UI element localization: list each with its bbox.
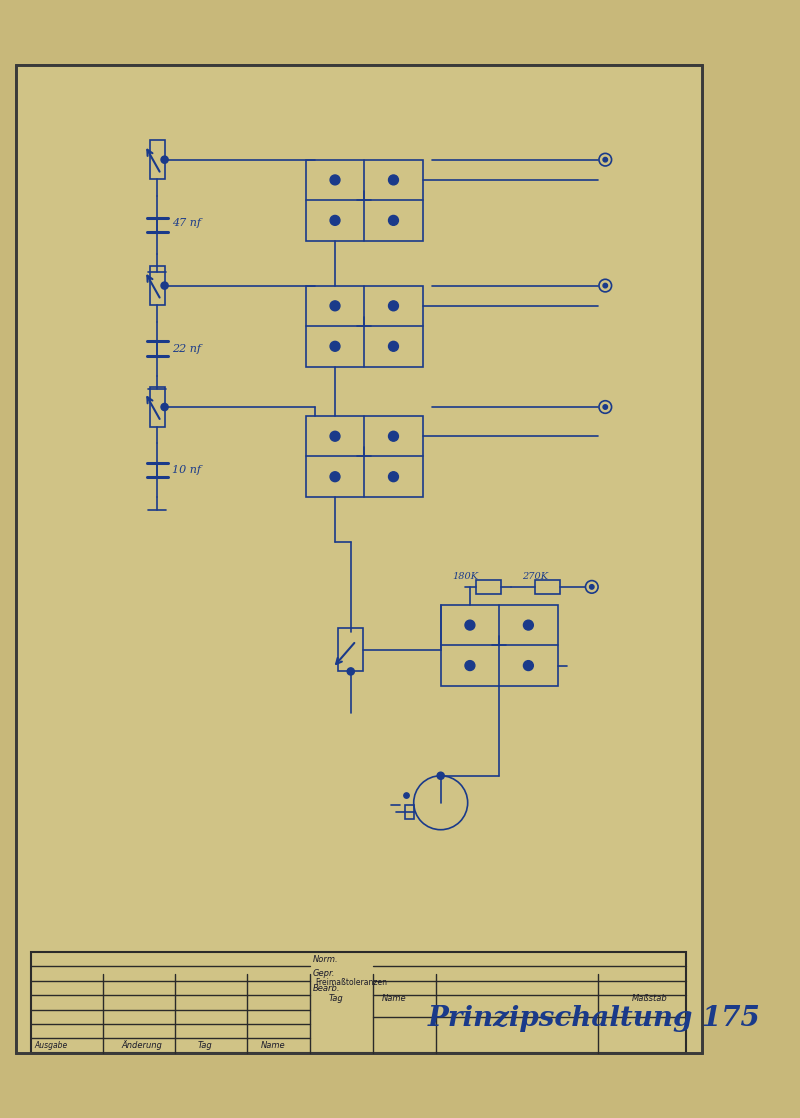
Circle shape <box>389 472 398 482</box>
Circle shape <box>523 661 534 671</box>
Text: 10 nf: 10 nf <box>172 465 201 475</box>
Bar <box>441 605 558 685</box>
Bar <box>535 580 560 594</box>
Text: Freimaßtoleranzen: Freimaßtoleranzen <box>314 978 386 987</box>
Circle shape <box>330 432 340 442</box>
Circle shape <box>161 404 168 410</box>
Text: 22 nf: 22 nf <box>172 343 201 353</box>
Circle shape <box>347 667 354 675</box>
Circle shape <box>389 174 398 184</box>
Bar <box>306 285 422 367</box>
Text: 270K: 270K <box>522 571 549 580</box>
Bar <box>31 953 686 1053</box>
Circle shape <box>404 793 410 798</box>
Text: Tag: Tag <box>328 994 343 1003</box>
Bar <box>306 416 422 496</box>
Text: Prinzipschaltung 175: Prinzipschaltung 175 <box>427 1005 760 1032</box>
Bar <box>306 160 422 240</box>
Circle shape <box>437 773 444 779</box>
Circle shape <box>523 620 534 631</box>
Bar <box>405 805 414 818</box>
Text: Name: Name <box>261 1041 286 1050</box>
Text: Name: Name <box>382 994 407 1003</box>
Circle shape <box>465 620 475 631</box>
Text: Bearb.: Bearb. <box>313 984 341 993</box>
Circle shape <box>330 301 340 311</box>
Bar <box>338 628 363 672</box>
Circle shape <box>330 472 340 482</box>
Bar <box>150 140 165 180</box>
Circle shape <box>330 341 340 351</box>
Circle shape <box>465 661 475 671</box>
Circle shape <box>603 405 607 409</box>
Circle shape <box>389 301 398 311</box>
Circle shape <box>389 216 398 226</box>
Bar <box>475 580 501 594</box>
Circle shape <box>590 585 594 589</box>
Circle shape <box>161 282 168 290</box>
Circle shape <box>161 157 168 163</box>
Bar <box>150 266 165 305</box>
Text: Norm.: Norm. <box>313 955 338 964</box>
Text: Änderung: Änderung <box>122 1041 162 1051</box>
Circle shape <box>603 283 607 287</box>
Bar <box>150 387 165 427</box>
Circle shape <box>330 216 340 226</box>
Circle shape <box>389 341 398 351</box>
Text: 47 nf: 47 nf <box>172 218 201 228</box>
Text: 180K: 180K <box>452 571 478 580</box>
Circle shape <box>389 432 398 442</box>
Text: Ausgabe: Ausgabe <box>34 1041 67 1050</box>
Circle shape <box>330 174 340 184</box>
Circle shape <box>603 158 607 162</box>
Text: Gepr.: Gepr. <box>313 969 335 978</box>
Text: Tag: Tag <box>198 1041 213 1050</box>
Text: Maßstab: Maßstab <box>632 994 668 1003</box>
